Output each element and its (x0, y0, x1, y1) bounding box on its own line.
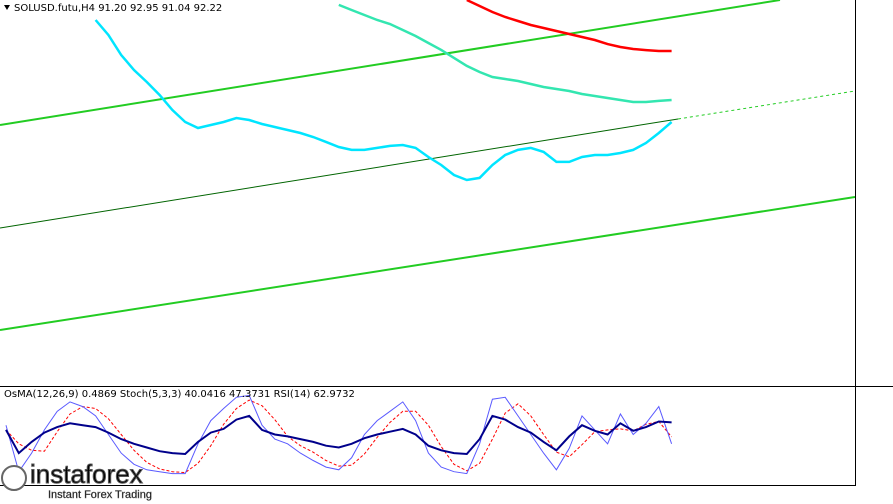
indicator-title: OsMA(12,26,9) 0.4869 Stoch(5,3,3) 40.041… (4, 389, 355, 400)
channel-upper (0, 0, 781, 126)
watermark-tagline: Instant Forex Trading (48, 489, 152, 501)
menu-arrow[interactable] (4, 5, 10, 10)
trend-channel (0, 0, 855, 331)
indicator-plot (5, 394, 673, 475)
watermark-logo (1, 465, 27, 491)
rsi (5, 414, 672, 456)
chart-title: SOLUSD.futu,H4 91.20 92.95 91.04 92.22 (14, 3, 222, 14)
channel-middle (0, 118, 679, 229)
stoch-main (5, 394, 673, 475)
moving-average (466, 0, 672, 53)
stoch-signal (5, 399, 672, 474)
channel-lower (0, 196, 855, 331)
watermark: instaforex Instant Forex Trading (1, 458, 152, 501)
moving-average (94, 19, 673, 182)
moving-average (338, 3, 672, 104)
price-plot (94, 0, 673, 182)
watermark-brand: instaforex (30, 459, 143, 489)
